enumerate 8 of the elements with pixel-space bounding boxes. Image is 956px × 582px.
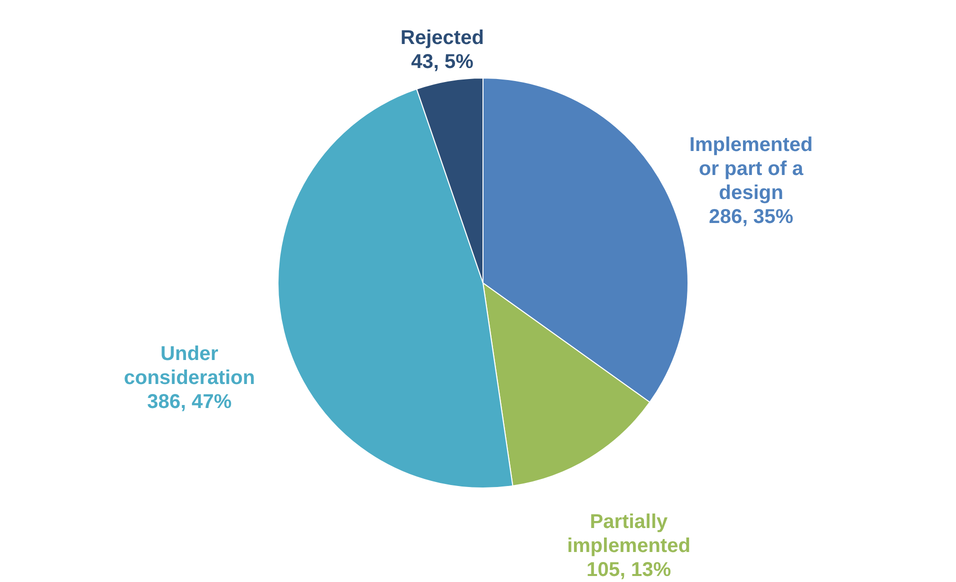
slice-label: Under consideration [124, 343, 255, 390]
slice-label: Implemented or part of a design [689, 134, 813, 204]
data-label: 43, 5% [411, 50, 474, 73]
slice-label: Partially implemented [567, 510, 690, 557]
slice-label: Rejected [400, 26, 484, 49]
data-label: 105, 13% [586, 558, 672, 581]
data-label: 386, 47% [147, 391, 232, 414]
data-label: 286, 35% [708, 206, 794, 228]
